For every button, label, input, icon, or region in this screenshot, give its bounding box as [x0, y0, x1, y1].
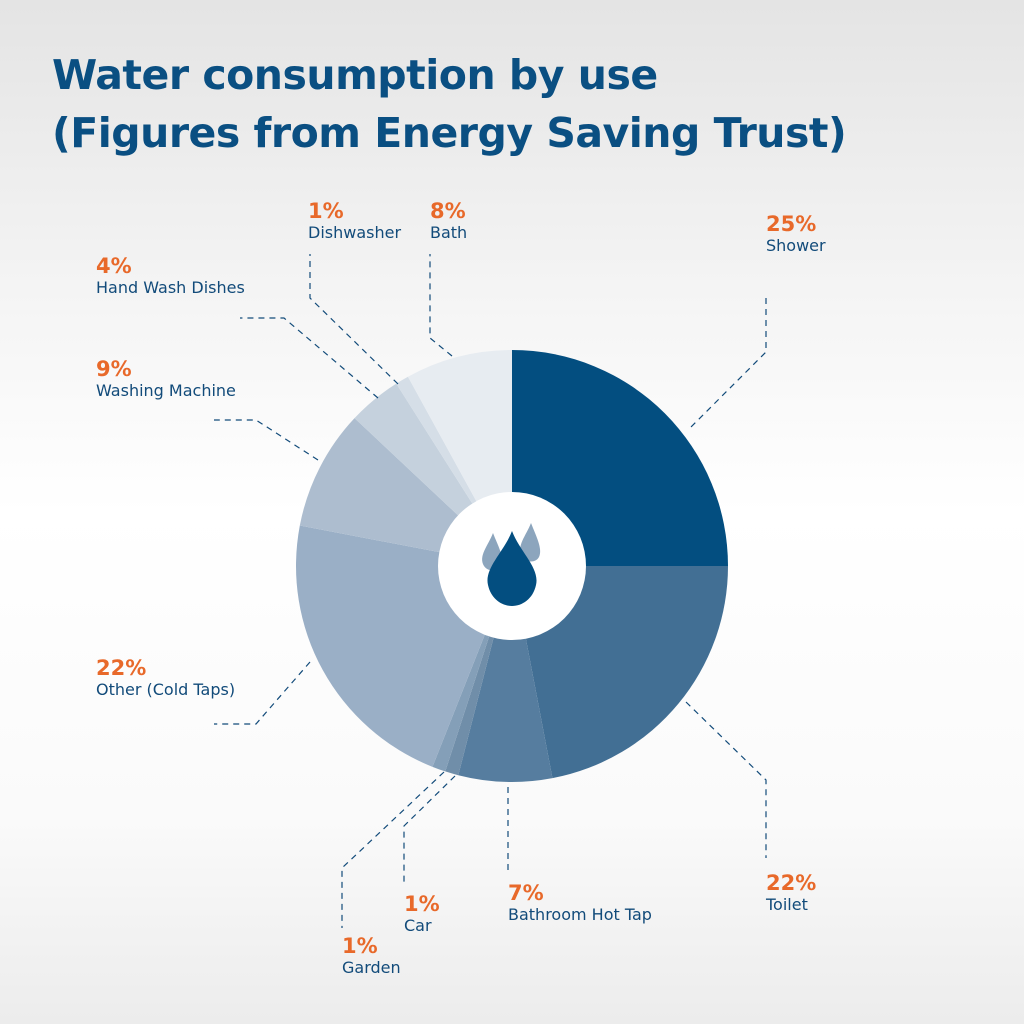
name-washing-machine: Washing Machine — [96, 381, 236, 400]
pct-dishwasher: 1% — [308, 199, 344, 223]
name-shower: Shower — [766, 236, 826, 255]
slice-toilet — [512, 566, 728, 779]
leader-shower — [689, 298, 767, 429]
leader-garden — [341, 771, 445, 928]
pct-hand-wash-dishes: 4% — [96, 254, 132, 278]
label-bath: 8% Bath — [430, 199, 467, 243]
label-hand-wash-dishes: 4% Hand Wash Dishes — [96, 254, 245, 298]
pct-shower: 25% — [766, 212, 817, 236]
title-line-1: Water consumption by use — [52, 51, 658, 99]
label-car: 1% Car — [404, 892, 440, 936]
pct-garden: 1% — [342, 934, 378, 958]
name-dishwasher: Dishwasher — [308, 223, 402, 242]
title-line-2: (Figures from Energy Saving Trust) — [52, 109, 847, 157]
pct-bathroom-hot-tap: 7% — [508, 881, 544, 905]
label-bathroom-hot-tap: 7% Bathroom Hot Tap — [508, 881, 652, 925]
leader-car — [403, 775, 456, 884]
label-washing-machine: 9% Washing Machine — [96, 357, 236, 401]
leader-lines — [214, 254, 767, 928]
name-bath: Bath — [430, 223, 468, 242]
name-car: Car — [404, 916, 432, 935]
slice-bathroom-hot-tap — [458, 566, 553, 782]
leader-hand-wash-dishes — [240, 317, 379, 399]
chart-title: Water consumption by use (Figures from E… — [52, 46, 847, 162]
pct-other-cold-taps: 22% — [96, 656, 147, 680]
label-toilet: 22% Toilet — [766, 871, 816, 915]
leader-washing-machine — [214, 419, 319, 461]
leader-bath — [429, 254, 453, 357]
pct-bath: 8% — [430, 199, 466, 223]
water-drops-icon — [482, 523, 541, 606]
name-toilet: Toilet — [766, 895, 808, 914]
name-other-cold-taps: Other (Cold Taps) — [96, 680, 236, 699]
label-other-cold-taps: 22% Other (Cold Taps) — [96, 656, 235, 700]
pct-washing-machine: 9% — [96, 357, 132, 381]
leader-dishwasher — [309, 254, 399, 385]
label-garden: 1% Garden — [342, 934, 401, 978]
leader-toilet — [685, 701, 767, 858]
pct-car: 1% — [404, 892, 440, 916]
name-garden: Garden — [342, 958, 401, 977]
name-hand-wash-dishes: Hand Wash Dishes — [96, 278, 245, 297]
pct-toilet: 22% — [766, 871, 817, 895]
label-shower: 25% Shower — [766, 212, 826, 256]
slice-shower — [512, 350, 728, 566]
label-dishwasher: 1% Dishwasher — [308, 199, 401, 243]
name-bathroom-hot-tap: Bathroom Hot Tap — [508, 905, 652, 924]
leader-other-cold-taps — [214, 661, 311, 725]
